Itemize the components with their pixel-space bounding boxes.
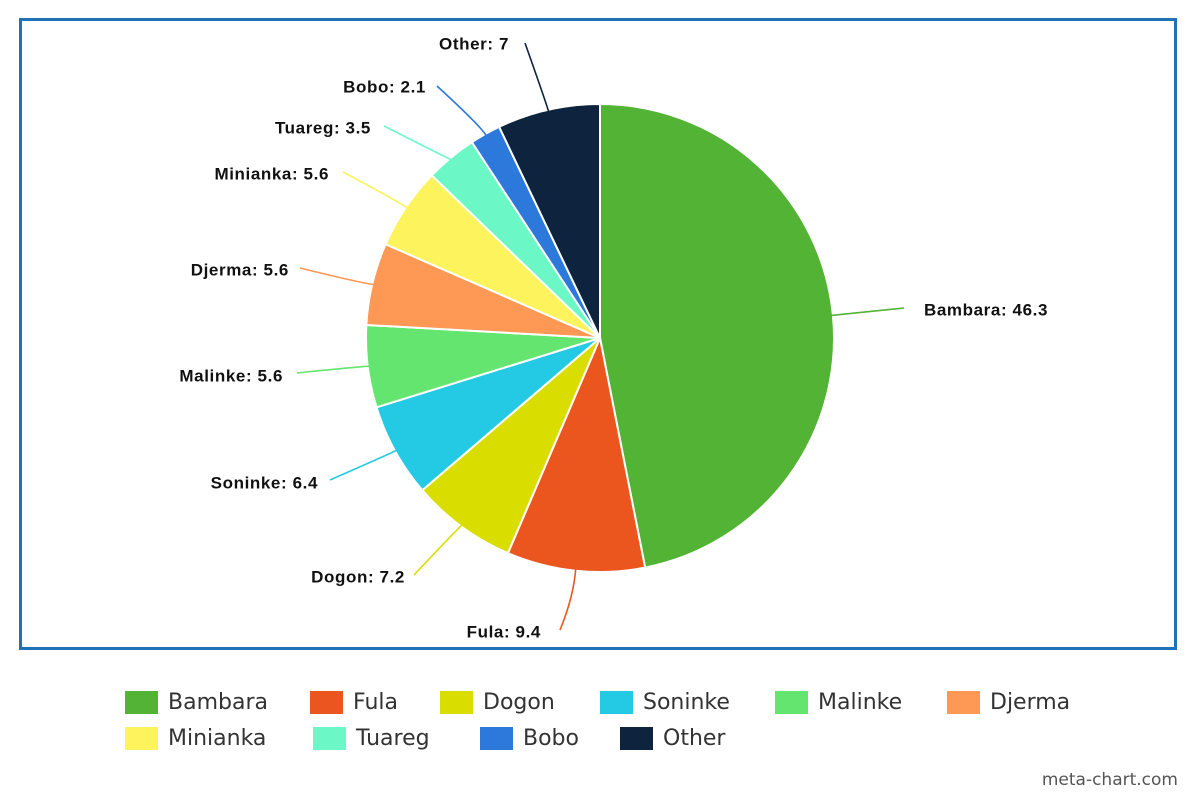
chart-frame — [19, 18, 1177, 650]
legend-label: Fula — [353, 689, 398, 715]
legend-swatch — [125, 690, 158, 714]
legend-label: Malinke — [818, 689, 903, 715]
legend-label: Djerma — [990, 689, 1071, 715]
legend-swatch — [310, 690, 343, 714]
legend-item-malinke[interactable]: Malinke — [775, 684, 902, 720]
legend-row: Minianka Tuareg Bobo Other — [0, 720, 1200, 756]
legend-row: Bambara Fula Dogon Soninke Malinke Djerma — [0, 684, 1200, 720]
pie-slice-bambara[interactable] — [599, 103, 835, 569]
legend-item-bambara[interactable]: Bambara — [125, 684, 268, 720]
credit-text: meta-chart.com — [1041, 770, 1178, 790]
legend-item-bobo[interactable]: Bobo — [480, 720, 579, 756]
legend-swatch — [313, 726, 346, 750]
legend-item-fula[interactable]: Fula — [310, 684, 398, 720]
leader-line-other — [524, 42, 550, 114]
legend-item-tuareg[interactable]: Tuareg — [313, 720, 430, 756]
legend-swatch — [125, 726, 158, 750]
data-label-minianka: Minianka: 5.6 — [214, 164, 329, 183]
legend-label: Minianka — [168, 725, 267, 751]
legend-label: Bambara — [168, 689, 268, 715]
leader-line-malinke — [296, 365, 372, 374]
data-label-fula: Fula: 9.4 — [467, 622, 541, 641]
legend-label: Bobo — [523, 725, 579, 751]
leader-line-dogon — [413, 522, 465, 576]
data-label-djerma: Djerma: 5.6 — [191, 260, 289, 279]
data-label-soninke: Soninke: 6.4 — [211, 473, 318, 492]
leader-line-minianka — [342, 171, 411, 211]
pie-slice-dogon[interactable] — [421, 337, 601, 555]
leader-line-tuareg — [383, 125, 454, 162]
leader-line-djerma — [299, 267, 377, 286]
legend-swatch — [620, 726, 653, 750]
data-label-other: Other: 7 — [439, 34, 509, 53]
legend-swatch — [775, 690, 808, 714]
data-labels: Bambara: 46.3 Fula: 9.4 Dogon: 7.2 Soninke:… — [179, 34, 1048, 641]
legend-item-djerma[interactable]: Djerma — [947, 684, 1070, 720]
data-label-bambara: Bambara: 46.3 — [924, 300, 1048, 319]
legend-label: Dogon — [483, 689, 555, 715]
legend-item-other[interactable]: Other — [620, 720, 725, 756]
leader-line-soninke — [329, 448, 400, 481]
data-label-dogon: Dogon: 7.2 — [311, 567, 405, 586]
legend: Bambara Fula Dogon Soninke Malinke Djerma Mini… — [0, 684, 1200, 756]
leader-line-bambara — [828, 307, 905, 317]
legend-swatch — [440, 690, 473, 714]
legend-swatch — [600, 690, 633, 714]
data-label-tuareg: Tuareg: 3.5 — [275, 118, 371, 137]
pie-chart: Bambara: 46.3 Fula: 9.4 Dogon: 7.2 Soninke:… — [179, 34, 1048, 641]
legend-label: Tuareg — [356, 725, 430, 751]
leader-lines — [296, 42, 905, 631]
leader-line-fula — [559, 566, 577, 631]
legend-swatch — [947, 690, 980, 714]
legend-item-soninke[interactable]: Soninke — [600, 684, 730, 720]
legend-item-minianka[interactable]: Minianka — [125, 720, 266, 756]
leader-line-bobo — [436, 85, 488, 138]
legend-label: Soninke — [643, 689, 730, 715]
legend-item-dogon[interactable]: Dogon — [440, 684, 555, 720]
data-label-bobo: Bobo: 2.1 — [343, 77, 426, 96]
pie-slices — [365, 103, 835, 573]
legend-label: Other — [663, 725, 726, 751]
data-label-malinke: Malinke: 5.6 — [179, 366, 283, 385]
legend-swatch — [480, 726, 513, 750]
